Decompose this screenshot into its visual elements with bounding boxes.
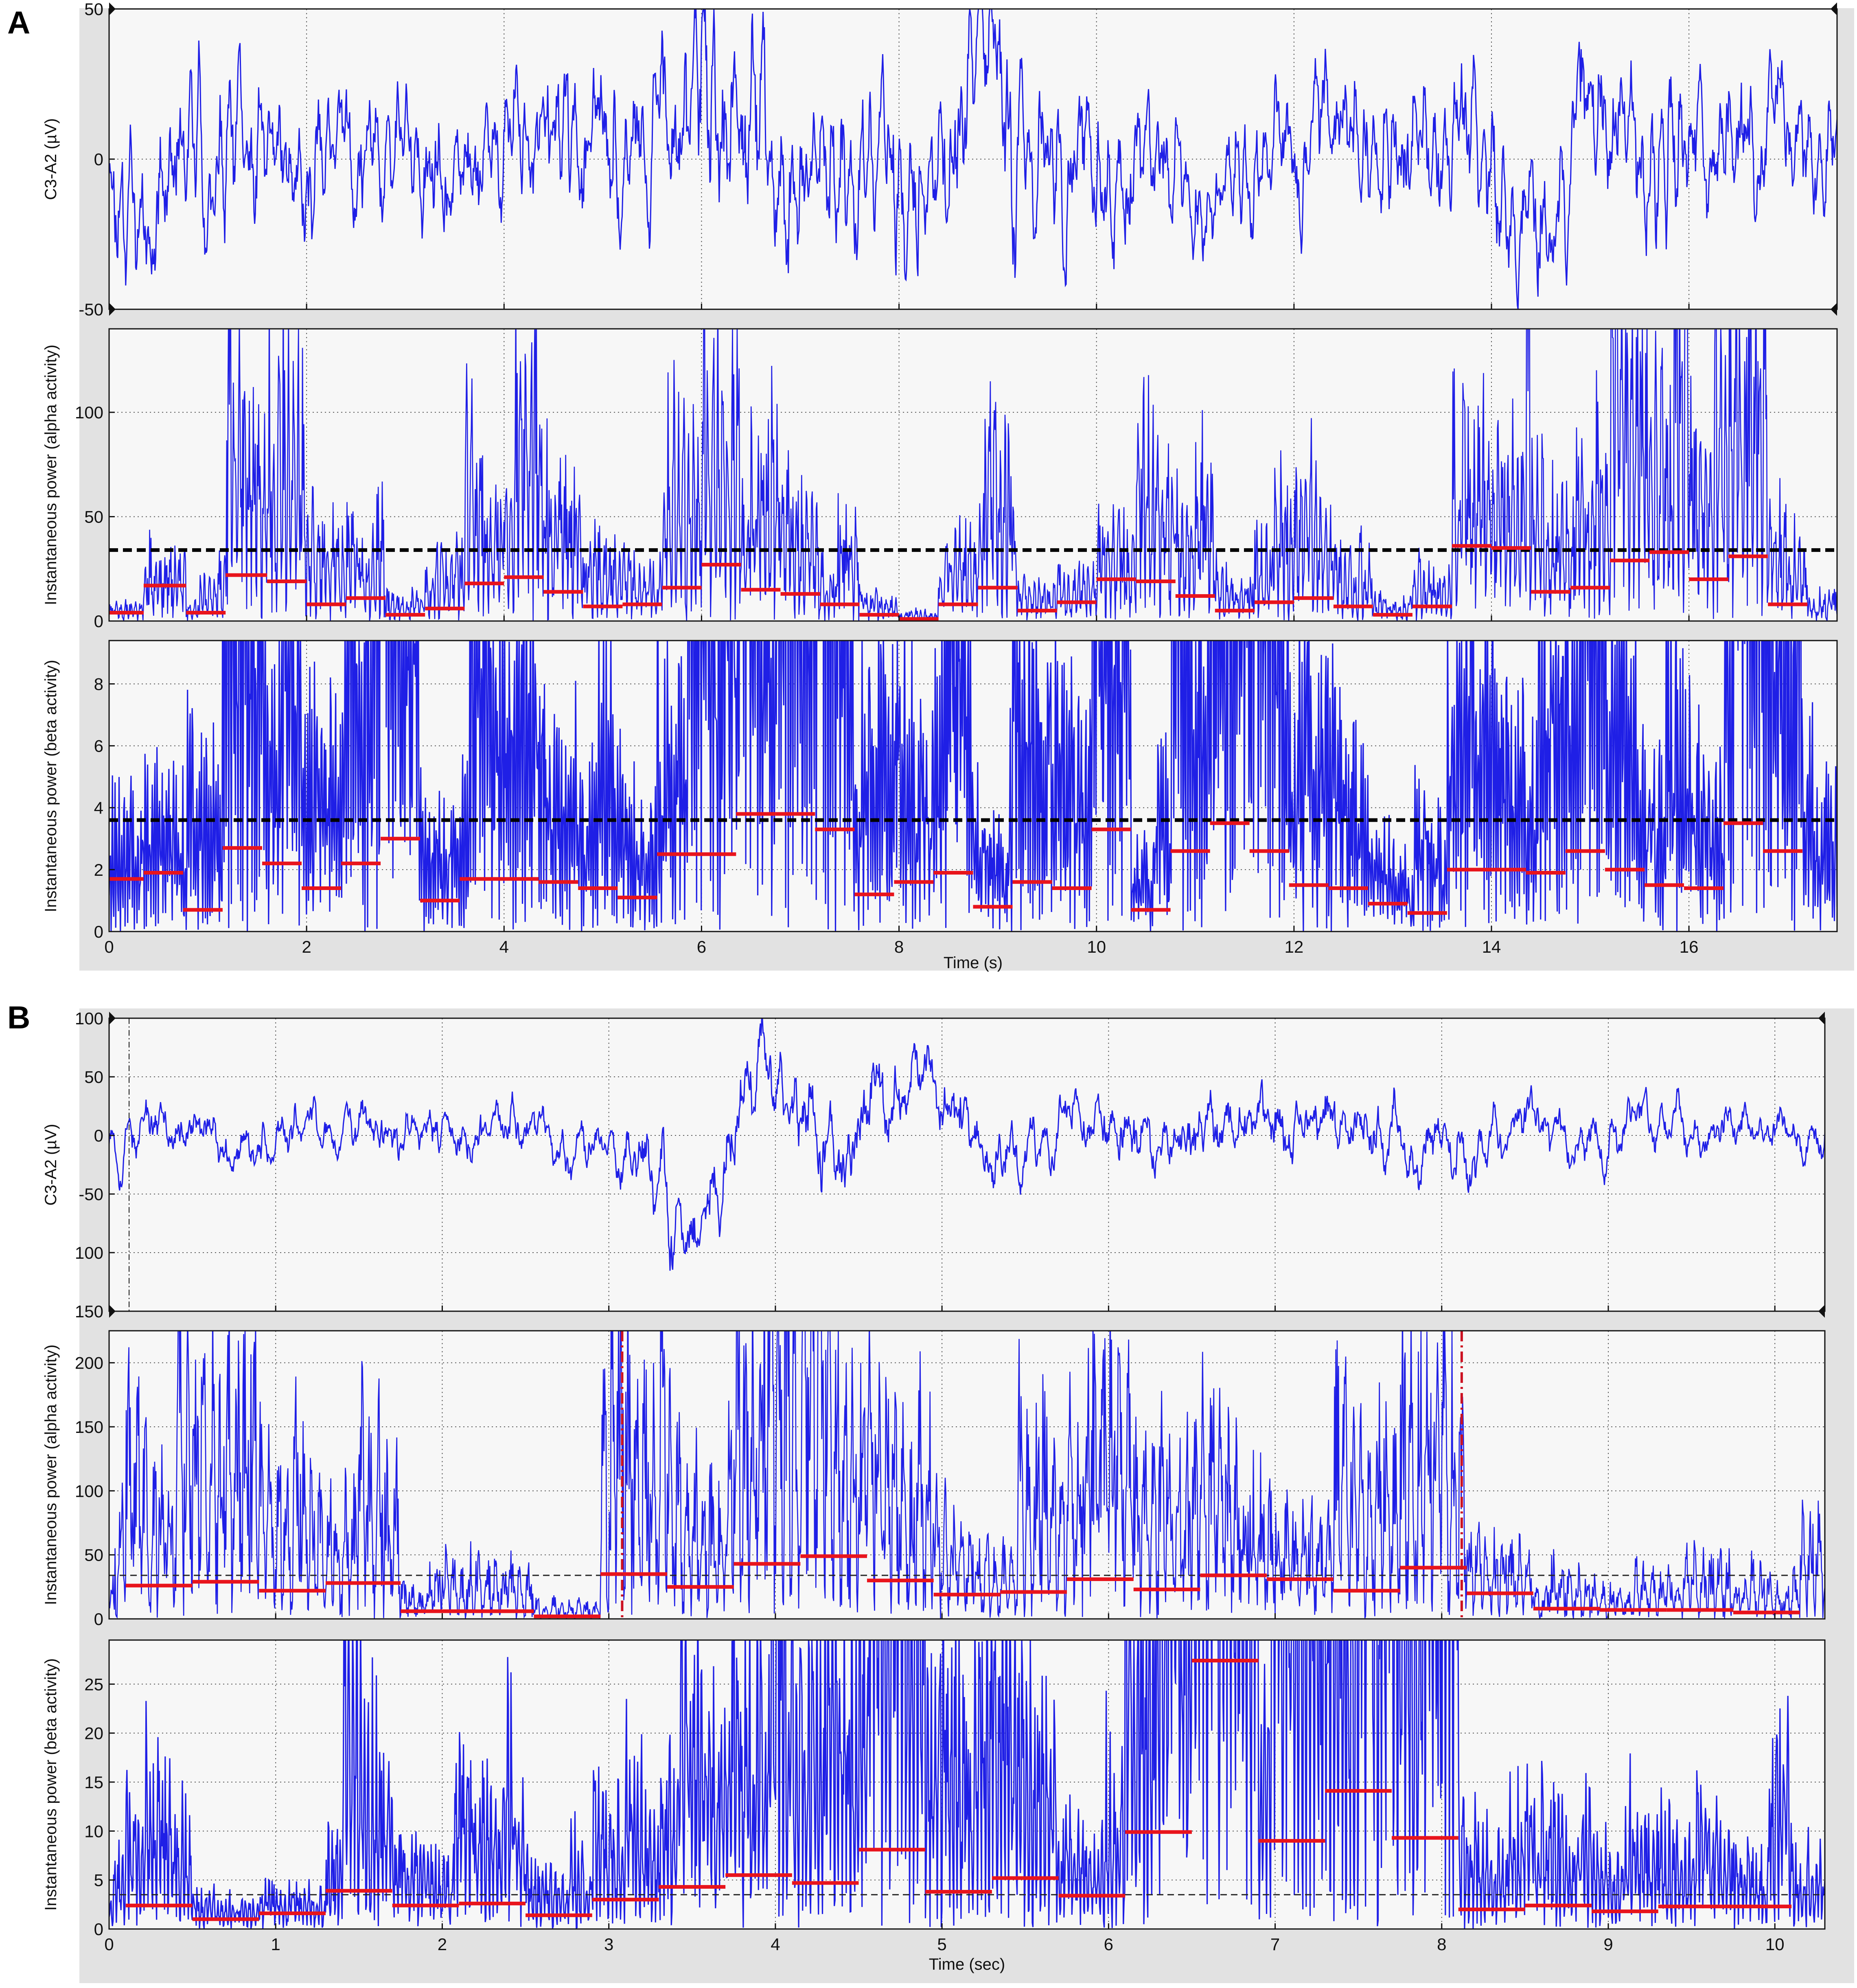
y-tick-label: -50 <box>79 300 103 319</box>
y-tick-label: 5 <box>94 1871 103 1890</box>
power-trace <box>109 329 1837 621</box>
eeg-trace <box>109 1018 1825 1271</box>
subplot-a-alpha: 0 50 100 Instantaneous power (alpha activit… <box>42 328 1838 631</box>
y-tick-label: 0 <box>94 150 103 169</box>
x-tick-label: 0 <box>104 1935 114 1954</box>
y-axis-label: Instantaneous power (beta activity) <box>42 1658 60 1911</box>
subplot-b-beta: 0 5 10 15 20 25 0 1 2 3 4 5 6 7 8 9 10 Instantaneous powe… <box>42 1639 1826 1973</box>
y-tick-label: 6 <box>94 737 103 756</box>
x-axis-label: Time (s) <box>944 954 1003 972</box>
scroll-handle-icon <box>109 1305 116 1318</box>
scroll-handle-icon <box>1831 303 1837 316</box>
y-tick-label: 50 <box>84 507 103 527</box>
y-tick-label: 50 <box>84 1067 103 1087</box>
y-tick-label: 200 <box>75 1354 103 1373</box>
scroll-handle-icon <box>109 2 116 15</box>
y-axis-label: Instantaneous power (beta activity) <box>42 660 60 912</box>
power-trace <box>109 641 1837 932</box>
y-tick-label: 0 <box>94 1610 103 1629</box>
y-tick-label: 100 <box>75 1009 103 1028</box>
x-tick-label: 6 <box>697 937 706 956</box>
x-axis-label: Time (sec) <box>929 1955 1005 1973</box>
plot-frame <box>108 328 1838 622</box>
scroll-handle-icon <box>1818 1012 1825 1025</box>
y-tick-label: 150 <box>75 1302 103 1321</box>
panel-letter-a: A <box>7 4 31 40</box>
x-tick-label: 8 <box>1437 1935 1446 1954</box>
panel-letter-b: B <box>7 999 31 1035</box>
x-tick-label: 9 <box>1603 1935 1613 1954</box>
x-tick-label: 2 <box>302 937 311 956</box>
y-tick-label: 0 <box>94 922 103 941</box>
x-tick-label: 16 <box>1680 937 1699 956</box>
series-clip <box>109 641 1837 932</box>
y-tick-label: 150 <box>75 1417 103 1437</box>
x-tick-label: 0 <box>104 937 114 956</box>
subplot-a-beta: 0 2 4 6 8 0 2 4 6 8 10 12 14 16 Instantaneous power (b… <box>42 640 1838 972</box>
eeg-trace <box>109 9 1837 309</box>
y-axis-label: C3-A2 (µV) <box>42 118 60 200</box>
x-tick-label: 2 <box>438 1935 447 1954</box>
y-tick-label: 15 <box>84 1773 103 1792</box>
x-tick-label: 6 <box>1104 1935 1113 1954</box>
subplot-b-alpha: 0 50 100 150 200 Instantaneous power (alpha a… <box>42 1330 1826 1629</box>
x-tick-label: 12 <box>1284 937 1303 956</box>
y-axis-label: Instantaneous power (alpha activity) <box>42 345 60 605</box>
y-axis-label: C3-A2 (µV) <box>42 1124 60 1206</box>
scroll-handle-icon <box>1831 2 1837 15</box>
y-tick-label: 50 <box>84 0 103 19</box>
power-trace <box>109 1640 1825 1929</box>
x-tick-label: 14 <box>1482 937 1501 956</box>
plot-frame <box>108 1330 1826 1620</box>
y-tick-label: 25 <box>84 1675 103 1694</box>
subplot-b-eeg: 100 50 0 -50 100 150 C3-A2 (µV) <box>42 1009 1826 1321</box>
series-clip <box>109 329 1837 621</box>
plot-frame <box>108 1639 1826 1930</box>
x-tick-label: 4 <box>771 1935 780 1954</box>
x-tick-label: 10 <box>1087 937 1106 956</box>
series-clip <box>109 1331 1825 1619</box>
plot-frame <box>108 640 1838 932</box>
x-tick-label: 7 <box>1270 1935 1280 1954</box>
y-tick-label: 100 <box>75 1481 103 1500</box>
scroll-handle-icon <box>109 1012 116 1025</box>
x-tick-label: 1 <box>271 1935 280 1954</box>
x-tick-label: 8 <box>894 937 904 956</box>
plot-frame <box>108 1017 1826 1312</box>
scroll-handle-icon <box>109 303 116 316</box>
series-clip <box>109 9 1837 309</box>
subplot-a-eeg: -50 0 50 C3-A2 (µV) <box>42 0 1838 319</box>
y-tick-label: 0 <box>94 1920 103 1939</box>
y-tick-label: 2 <box>94 860 103 879</box>
y-tick-label: 10 <box>84 1822 103 1841</box>
x-tick-label: 3 <box>604 1935 613 1954</box>
y-tick-label: 8 <box>94 674 103 693</box>
plot-area <box>109 1331 1825 1619</box>
x-tick-label: 4 <box>499 937 509 956</box>
y-tick-label: -50 <box>79 1185 103 1204</box>
y-tick-label: 100 <box>75 403 103 422</box>
y-tick-label: 0 <box>94 612 103 631</box>
x-tick-label: 10 <box>1765 1935 1785 1954</box>
series-clip <box>109 1018 1825 1271</box>
y-tick-label: 0 <box>94 1126 103 1145</box>
plot-area <box>109 1018 1825 1311</box>
y-tick-label: 4 <box>94 798 103 818</box>
x-tick-label: 5 <box>937 1935 946 1954</box>
scroll-handle-icon <box>1818 1305 1825 1318</box>
series-clip <box>109 1640 1825 1929</box>
y-axis-label: Instantaneous power (alpha activity) <box>42 1345 60 1605</box>
y-tick-label: 100 <box>75 1243 103 1262</box>
y-tick-label: 20 <box>84 1724 103 1743</box>
y-tick-label: 50 <box>84 1546 103 1565</box>
